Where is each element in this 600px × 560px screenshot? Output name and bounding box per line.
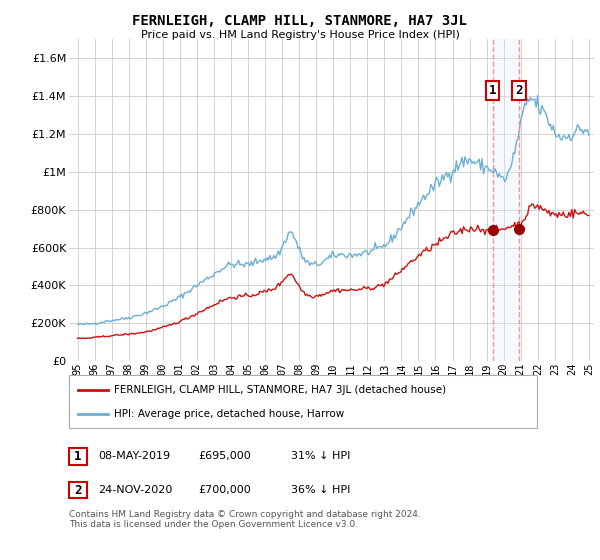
Text: 24-NOV-2020: 24-NOV-2020 [98,485,172,495]
Text: Contains HM Land Registry data © Crown copyright and database right 2024.
This d: Contains HM Land Registry data © Crown c… [69,510,421,529]
Text: FERNLEIGH, CLAMP HILL, STANMORE, HA7 3JL (detached house): FERNLEIGH, CLAMP HILL, STANMORE, HA7 3JL… [114,385,446,395]
Text: 36% ↓ HPI: 36% ↓ HPI [291,485,350,495]
Text: Price paid vs. HM Land Registry's House Price Index (HPI): Price paid vs. HM Land Registry's House … [140,30,460,40]
Text: 2: 2 [515,84,523,97]
Bar [493,39,519,361]
Text: £700,000: £700,000 [198,485,251,495]
Text: 1: 1 [74,450,82,463]
Text: 31% ↓ HPI: 31% ↓ HPI [291,451,350,461]
Text: HPI: Average price, detached house, Harrow: HPI: Average price, detached house, Harr… [114,409,344,419]
Text: 08-MAY-2019: 08-MAY-2019 [98,451,170,461]
Text: FERNLEIGH, CLAMP HILL, STANMORE, HA7 3JL: FERNLEIGH, CLAMP HILL, STANMORE, HA7 3JL [133,14,467,28]
Text: £695,000: £695,000 [198,451,251,461]
Text: 2: 2 [74,483,82,497]
Text: 1: 1 [489,84,496,97]
